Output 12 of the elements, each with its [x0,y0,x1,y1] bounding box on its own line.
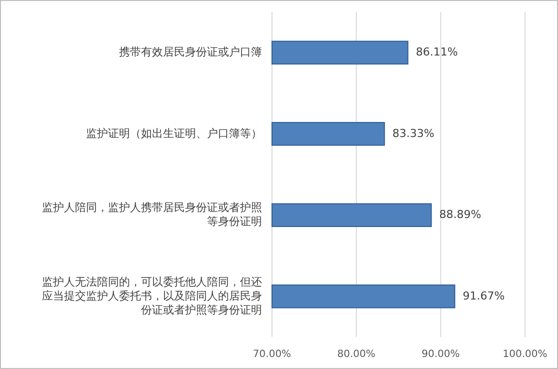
data-label: 91.67% [462,289,505,302]
x-tick-label: 100.00% [502,349,548,360]
y-tick-label: 监护人无法陪同的，可以委托他人陪同，但还应当提交监护人委托书，以及陪同人的居民身份证或者护照等身份证明 [42,275,262,316]
y-tick-label: 监护证明（如出生证明、户口簿等） [86,126,262,140]
y-tick-label: 携带有效居民身份证或户口簿 [119,46,262,59]
x-tick-label: 80.00% [337,349,376,360]
x-tick-label: 90.00% [422,349,460,360]
data-label: 88.89% [439,208,482,222]
data-label: 86.11% [416,46,458,59]
x-tick-label: 70.00% [252,349,292,360]
data-label: 83.33% [392,126,434,140]
y-tick-label: 监护人陪同，监护人携带居民身份证或者护照等身份证明 [42,201,262,228]
